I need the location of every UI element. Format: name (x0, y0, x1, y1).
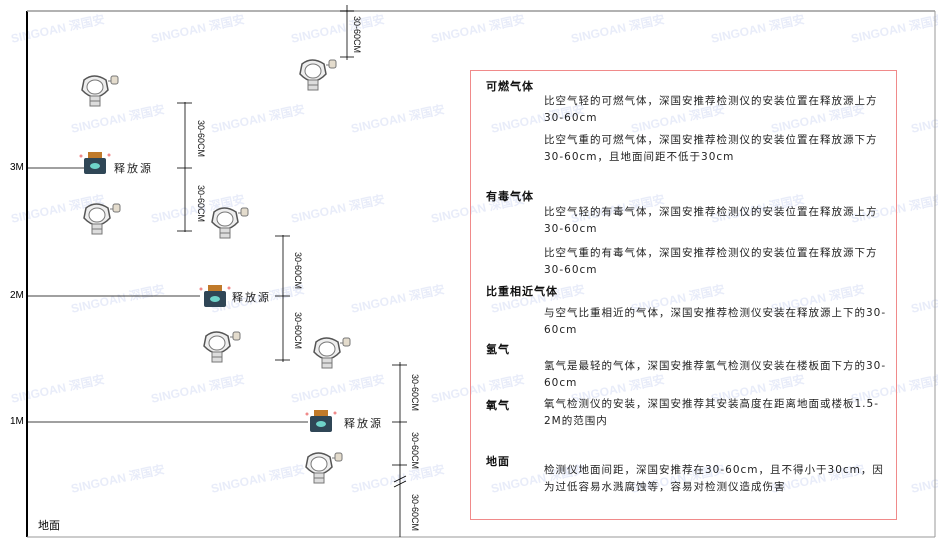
similar-text: 与空气比重相近的气体，深国安推荐检测仪安装在释放源上下的30-60cm (544, 307, 887, 336)
combustible-title: 可燃气体 (486, 80, 534, 93)
release-source-label: 释放源 (114, 162, 153, 175)
gas-detector-icon (203, 331, 241, 363)
oxygen-text: 氧气检测仪的安装，深国安推荐其安装高度在距离地面或楼板1.5-2M的范围内 (544, 398, 879, 427)
combustible-heavier-text: 比空气重的可燃气体，深国安推荐检测仪的安装位置在释放源下方30-60cm，且地面… (544, 134, 878, 163)
dimension-label: 30-60CM (410, 494, 420, 532)
gas-detector-icon (305, 452, 343, 484)
release-source-icon (199, 285, 231, 307)
level-1m-label: 1M (10, 416, 24, 427)
release-source-icon (305, 410, 337, 432)
toxic-lighter-text: 比空气轻的有毒气体，深国安推荐检测仪的安装位置在释放源上方30-60cm (544, 206, 878, 235)
dimension-label: 30-60CM (293, 252, 303, 290)
gas-detector-icon (299, 59, 337, 91)
dimension-label: 30-60CM (196, 120, 206, 158)
release-source-icon (79, 152, 111, 174)
level-2m-label: 2M (10, 290, 24, 301)
installation-guidelines-panel: 可燃气体 比空气轻的可燃气体，深国安推荐检测仪的安装位置在释放源上方30-60c… (470, 70, 897, 520)
dimension-label: 30-60CM (352, 16, 362, 54)
ground-label: 地面 (38, 520, 60, 532)
dimension-label: 30-60CM (196, 185, 206, 223)
gas-detector-icon (81, 75, 119, 107)
gas-detector-icon (313, 337, 351, 369)
similar-title: 比重相近气体 (486, 285, 558, 298)
gas-detector-icon (83, 203, 121, 235)
gas-detector-icon (211, 207, 249, 239)
toxic-heavier-text: 比空气重的有毒气体，深国安推荐检测仪的安装位置在释放源下方30-60cm (544, 247, 878, 276)
oxygen-title: 氧气 (486, 399, 510, 412)
dimension-label: 30-60CM (410, 432, 420, 470)
hydrogen-title: 氢气 (486, 343, 510, 356)
release-source-label: 释放源 (344, 417, 383, 430)
dimension-lines (177, 5, 407, 537)
combustible-lighter-text: 比空气轻的可燃气体，深国安推荐检测仪的安装位置在释放源上方30-60cm (544, 95, 878, 124)
toxic-title: 有毒气体 (486, 190, 534, 203)
ground-title: 地面 (486, 455, 510, 468)
release-source-label: 释放源 (232, 291, 271, 304)
dimension-label: 30-60CM (293, 312, 303, 350)
level-3m-label: 3M (10, 162, 24, 173)
ground-text: 检测仪地面间距，深国安推荐在30-60cm，且不得小于30cm，因为过低容易水溅… (544, 464, 884, 493)
dimension-label: 30-60CM (410, 374, 420, 412)
hydrogen-text: 氢气是最轻的气体，深国安推荐氢气检测仪安装在楼板面下方的30-60cm (544, 360, 887, 389)
